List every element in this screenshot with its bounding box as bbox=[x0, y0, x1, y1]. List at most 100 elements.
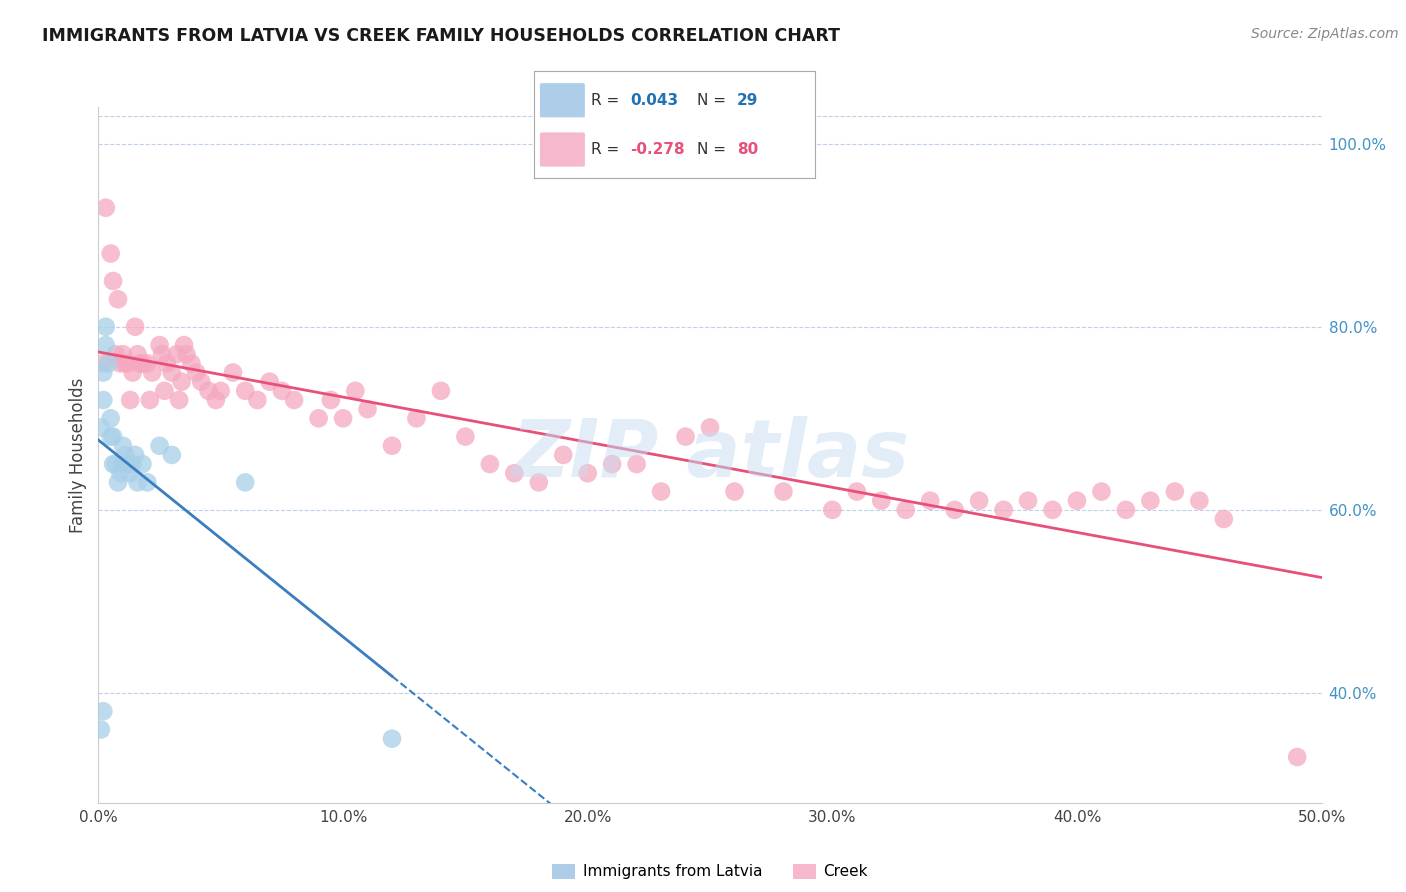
Point bbox=[107, 475, 129, 490]
Point bbox=[205, 392, 228, 407]
Point bbox=[1115, 503, 1137, 517]
Point bbox=[100, 429, 122, 443]
Point bbox=[845, 484, 868, 499]
Point bbox=[131, 356, 153, 370]
Point bbox=[190, 375, 212, 389]
Point bbox=[101, 457, 124, 471]
Point bbox=[176, 347, 198, 361]
Point bbox=[110, 356, 132, 370]
Y-axis label: Family Households: Family Households bbox=[69, 377, 87, 533]
Point bbox=[167, 392, 190, 407]
Point bbox=[894, 503, 917, 517]
Point bbox=[117, 356, 139, 370]
Point bbox=[129, 356, 152, 370]
Text: ZIP atlas: ZIP atlas bbox=[510, 416, 910, 494]
Point bbox=[90, 420, 112, 434]
Point bbox=[150, 347, 173, 361]
Legend: Immigrants from Latvia, Creek: Immigrants from Latvia, Creek bbox=[546, 857, 875, 886]
FancyBboxPatch shape bbox=[540, 83, 585, 118]
Point bbox=[120, 392, 142, 407]
Point bbox=[180, 356, 202, 370]
Point bbox=[1164, 484, 1187, 499]
Point bbox=[170, 375, 193, 389]
Point bbox=[430, 384, 453, 398]
Point bbox=[127, 347, 149, 361]
Point bbox=[1042, 503, 1064, 517]
Point bbox=[110, 467, 132, 481]
Point bbox=[270, 384, 294, 398]
Point bbox=[993, 503, 1015, 517]
Point bbox=[650, 484, 672, 499]
Point bbox=[120, 467, 142, 481]
Point bbox=[943, 503, 966, 517]
Point bbox=[97, 356, 120, 370]
Point bbox=[173, 338, 195, 352]
Point bbox=[503, 467, 526, 481]
Point bbox=[124, 319, 146, 334]
Text: -0.278: -0.278 bbox=[630, 142, 685, 157]
Point bbox=[149, 439, 172, 453]
Point bbox=[233, 384, 256, 398]
Point bbox=[91, 366, 114, 380]
Point bbox=[141, 366, 163, 380]
Text: 0.043: 0.043 bbox=[630, 93, 678, 108]
Point bbox=[186, 366, 208, 380]
Point bbox=[156, 356, 179, 370]
Point bbox=[100, 246, 122, 260]
Point bbox=[94, 319, 117, 334]
Point bbox=[114, 356, 136, 370]
Text: N =: N = bbox=[697, 93, 731, 108]
Point bbox=[91, 392, 114, 407]
Point bbox=[166, 347, 188, 361]
Point bbox=[121, 457, 143, 471]
Point bbox=[136, 356, 159, 370]
Point bbox=[344, 384, 367, 398]
Point bbox=[90, 723, 112, 737]
Point bbox=[1066, 493, 1088, 508]
Point bbox=[699, 420, 721, 434]
Point bbox=[723, 484, 745, 499]
Point bbox=[967, 493, 990, 508]
Point bbox=[308, 411, 330, 425]
Point bbox=[246, 392, 269, 407]
Point bbox=[91, 356, 114, 370]
Point bbox=[101, 429, 124, 443]
Point bbox=[131, 457, 153, 471]
Point bbox=[576, 467, 599, 481]
Point bbox=[356, 402, 378, 417]
Point bbox=[1188, 493, 1211, 508]
Point bbox=[259, 375, 281, 389]
Text: R =: R = bbox=[591, 142, 624, 157]
Point bbox=[675, 429, 697, 443]
Point bbox=[94, 338, 117, 352]
Point bbox=[454, 429, 477, 443]
Text: N =: N = bbox=[697, 142, 731, 157]
Point bbox=[222, 366, 245, 380]
Point bbox=[1017, 493, 1039, 508]
Text: IMMIGRANTS FROM LATVIA VS CREEK FAMILY HOUSEHOLDS CORRELATION CHART: IMMIGRANTS FROM LATVIA VS CREEK FAMILY H… bbox=[42, 27, 841, 45]
Point bbox=[111, 439, 134, 453]
Point bbox=[111, 347, 134, 361]
Point bbox=[283, 392, 305, 407]
Point bbox=[153, 384, 176, 398]
Point bbox=[478, 457, 501, 471]
Point bbox=[117, 457, 139, 471]
Point bbox=[233, 475, 256, 490]
Point bbox=[104, 457, 127, 471]
Point bbox=[405, 411, 427, 425]
Point bbox=[101, 274, 124, 288]
Point bbox=[381, 731, 404, 746]
Point bbox=[527, 475, 550, 490]
Point bbox=[197, 384, 219, 398]
Point bbox=[626, 457, 648, 471]
Point bbox=[209, 384, 232, 398]
Point bbox=[1212, 512, 1234, 526]
Point bbox=[870, 493, 893, 508]
Point bbox=[139, 392, 162, 407]
Text: R =: R = bbox=[591, 93, 624, 108]
Point bbox=[100, 411, 122, 425]
Point bbox=[332, 411, 354, 425]
Point bbox=[1090, 484, 1112, 499]
Point bbox=[920, 493, 942, 508]
Point bbox=[1286, 750, 1309, 764]
